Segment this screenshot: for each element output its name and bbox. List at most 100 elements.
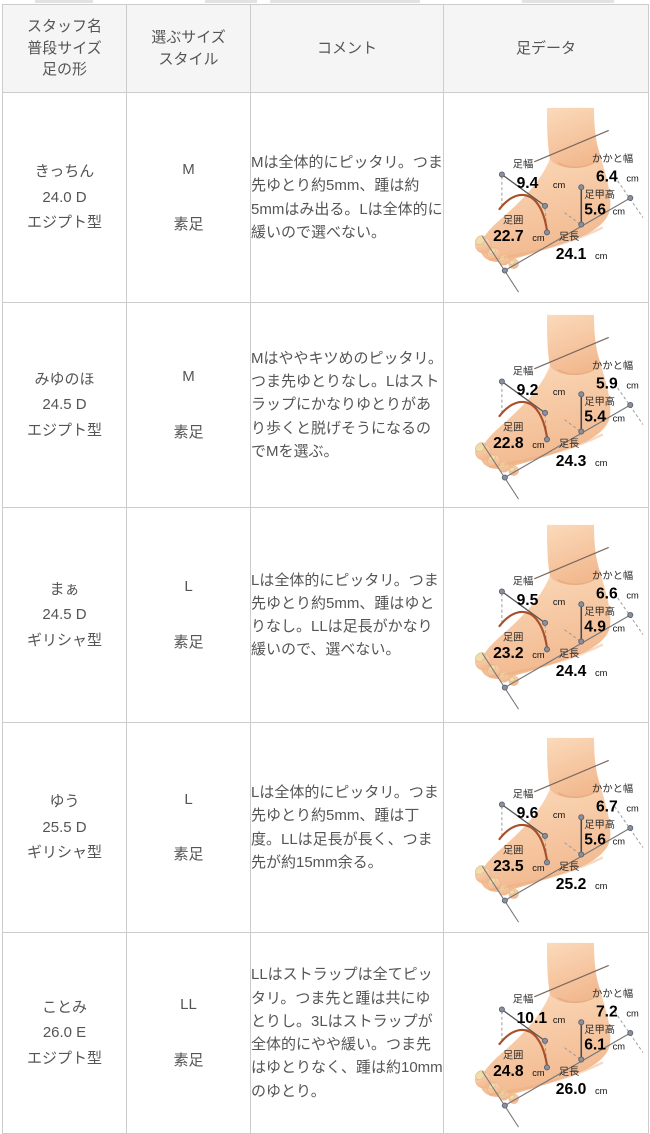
foot-data-cell: 足幅 10.1 cm かかと幅 7.2 cm 足甲高 6.1 cm 足囲 24.… bbox=[443, 932, 649, 1134]
staff-name-cell: きっちん 24.0 D エジプト型 bbox=[2, 92, 127, 303]
table-row: まぁ 24.5 D ギリシャ型 L 素足 Lは全体的にピッタリ。つま先ゆとり約5… bbox=[2, 507, 649, 723]
instep-height-label: 足甲高 bbox=[584, 818, 615, 831]
instep-height-unit: cm bbox=[613, 206, 626, 216]
staff-name-cell: まぁ 24.5 D ギリシャ型 bbox=[2, 507, 127, 723]
measurement-labels: 足幅 10.1 cm かかと幅 7.2 cm 足甲高 6.1 cm 足囲 24.… bbox=[493, 987, 639, 1098]
instep-height-value: 5.6 bbox=[584, 831, 606, 848]
foot-length-unit: cm bbox=[595, 668, 608, 678]
instep-height-value: 5.4 bbox=[584, 409, 606, 426]
foot-measurement-figure: 足幅 10.1 cm かかと幅 7.2 cm 足甲高 6.1 cm 足囲 24.… bbox=[475, 942, 644, 1128]
foot-girth-label: 足囲 bbox=[503, 422, 524, 434]
foot-girth-unit: cm bbox=[532, 1068, 545, 1078]
foot-width-unit: cm bbox=[553, 597, 566, 607]
foot-length-label: 足長 bbox=[559, 1066, 580, 1078]
table-row: きっちん 24.0 D エジプト型 M 素足 Mは全体的にピッタリ。つま先ゆとり… bbox=[2, 92, 649, 303]
foot-measurement-figure: 足幅 9.5 cm かかと幅 6.6 cm 足甲高 4.9 cm 足囲 23.2… bbox=[475, 524, 644, 710]
heel-width-label: かかと幅 bbox=[592, 359, 633, 372]
heel-width-unit: cm bbox=[626, 803, 639, 813]
foot-girth-value: 23.5 bbox=[493, 858, 524, 875]
foot-length-label: 足長 bbox=[559, 861, 580, 873]
measurement-lines bbox=[481, 759, 644, 922]
sole-shading bbox=[488, 643, 604, 678]
ankle-crease bbox=[557, 367, 598, 375]
staff-size-review-table: スタッフ名 普段サイズ 足の形 選ぶサイズ スタイル コメント 足データ きっち… bbox=[2, 4, 649, 1134]
foot-girth-unit: cm bbox=[532, 650, 545, 660]
foot-width-value: 9.5 bbox=[517, 592, 539, 609]
instep-height-unit: cm bbox=[613, 414, 626, 424]
sole-shading bbox=[488, 855, 604, 891]
heel-width-value: 7.2 bbox=[596, 1003, 618, 1020]
measurement-dots bbox=[498, 378, 634, 481]
heel-width-unit: cm bbox=[626, 590, 639, 600]
header-comment: コメント bbox=[250, 4, 444, 93]
heel-width-value: 6.7 bbox=[596, 798, 618, 815]
toenails bbox=[475, 442, 516, 472]
foot-data-cell: 足幅 9.5 cm かかと幅 6.6 cm 足甲高 4.9 cm 足囲 23.2… bbox=[443, 507, 649, 723]
table-row: ことみ 26.0 E エジプト型 LL 素足 LLはストラップは全てピッタリ。つ… bbox=[2, 932, 649, 1134]
ankle-crease bbox=[557, 577, 598, 585]
foot-girth-unit: cm bbox=[532, 233, 545, 243]
comment-cell: Mは全体的にピッタリ。つま先ゆとり約5mm、踵は約5mmはみ出る。Lは全体的に緩… bbox=[250, 92, 444, 303]
foot-width-label: 足幅 bbox=[513, 787, 534, 800]
foot-measurement-figure: 足幅 9.2 cm かかと幅 5.9 cm 足甲高 5.4 cm 足囲 22.8… bbox=[475, 314, 644, 500]
measurement-labels: 足幅 9.2 cm かかと幅 5.9 cm 足甲高 5.4 cm 足囲 22.8… bbox=[493, 359, 639, 470]
foot-length-label: 足長 bbox=[559, 648, 580, 660]
measurement-dots bbox=[498, 171, 634, 274]
header-staff-name: スタッフ名 普段サイズ 足の形 bbox=[2, 4, 127, 93]
foot-width-unit: cm bbox=[553, 810, 566, 820]
girth-arc bbox=[498, 1028, 549, 1066]
foot-width-unit: cm bbox=[553, 180, 566, 190]
instep-height-label: 足甲高 bbox=[584, 188, 615, 201]
sole-shading bbox=[488, 433, 604, 468]
measurement-lines bbox=[481, 546, 644, 710]
table-row: ゆう 25.5 D ギリシャ型 L 素足 Lは全体的にピッタリ。つま先ゆとり約5… bbox=[2, 722, 649, 933]
foot-girth-unit: cm bbox=[532, 863, 545, 873]
ankle-crease bbox=[557, 159, 598, 168]
foot-length-unit: cm bbox=[595, 1086, 608, 1096]
staff-name-cell: ことみ 26.0 E エジプト型 bbox=[2, 932, 127, 1134]
heel-width-label: かかと幅 bbox=[592, 151, 633, 164]
chosen-size-cell: L 素足 bbox=[126, 722, 251, 933]
foot-width-unit: cm bbox=[553, 387, 566, 397]
table-header-row: スタッフ名 普段サイズ 足の形 選ぶサイズ スタイル コメント 足データ bbox=[2, 4, 649, 93]
foot-width-unit: cm bbox=[553, 1015, 566, 1025]
foot-girth-label: 足囲 bbox=[503, 632, 524, 644]
measurement-dots bbox=[498, 801, 634, 904]
comment-cell: Lは全体的にピッタリ。つま先ゆとり約5mm、踵はゆとりなし。LLは足長がかなり緩… bbox=[250, 507, 444, 723]
measurement-lines bbox=[481, 964, 644, 1128]
comment-cell: Lは全体的にピッタリ。つま先ゆとり約5mm、踵は丁度。LLは足長が長く、つま先が… bbox=[250, 722, 444, 933]
foot-data-cell: 足幅 9.6 cm かかと幅 6.7 cm 足甲高 5.6 cm 足囲 23.5… bbox=[443, 722, 649, 933]
foot-length-value: 26.0 bbox=[556, 1081, 587, 1098]
heel-width-label: かかと幅 bbox=[592, 569, 633, 582]
sole-shading bbox=[488, 1061, 604, 1096]
table-row: みゆのほ 24.5 D エジプト型 M 素足 Mはややキツめのピッタリ。つま先ゆ… bbox=[2, 302, 649, 508]
text-remnant bbox=[35, 0, 93, 3]
girth-arc bbox=[498, 400, 549, 438]
foot-width-label: 足幅 bbox=[513, 575, 534, 588]
foot-length-value: 24.4 bbox=[556, 663, 587, 680]
foot-girth-value: 22.8 bbox=[493, 435, 524, 452]
measurement-dots bbox=[498, 1006, 634, 1109]
girth-arc bbox=[498, 610, 549, 648]
foot-data-cell: 足幅 9.4 cm かかと幅 6.4 cm 足甲高 5.6 cm 足囲 22.7… bbox=[443, 92, 649, 303]
instep-height-unit: cm bbox=[613, 624, 626, 634]
measurement-lines bbox=[481, 129, 644, 292]
foot-girth-label: 足囲 bbox=[503, 844, 524, 856]
instep-height-label: 足甲高 bbox=[584, 605, 615, 618]
heel-width-value: 6.4 bbox=[596, 168, 618, 185]
foot-girth-label: 足囲 bbox=[503, 214, 524, 226]
foot-width-value: 9.2 bbox=[517, 382, 539, 399]
chosen-size-cell: L 素足 bbox=[126, 507, 251, 723]
foot-length-value: 25.2 bbox=[556, 875, 587, 892]
measurement-lines bbox=[481, 336, 644, 500]
instep-height-value: 6.1 bbox=[584, 1037, 606, 1054]
measurement-dots bbox=[498, 588, 634, 691]
foot-girth-label: 足囲 bbox=[503, 1050, 524, 1062]
chosen-size-cell: M 素足 bbox=[126, 302, 251, 508]
foot-length-unit: cm bbox=[595, 250, 608, 260]
foot-width-value: 9.6 bbox=[517, 805, 539, 822]
foot-girth-unit: cm bbox=[532, 440, 545, 450]
instep-height-value: 5.6 bbox=[584, 201, 606, 218]
instep-height-value: 4.9 bbox=[584, 619, 606, 636]
heel-width-value: 5.9 bbox=[596, 375, 618, 392]
